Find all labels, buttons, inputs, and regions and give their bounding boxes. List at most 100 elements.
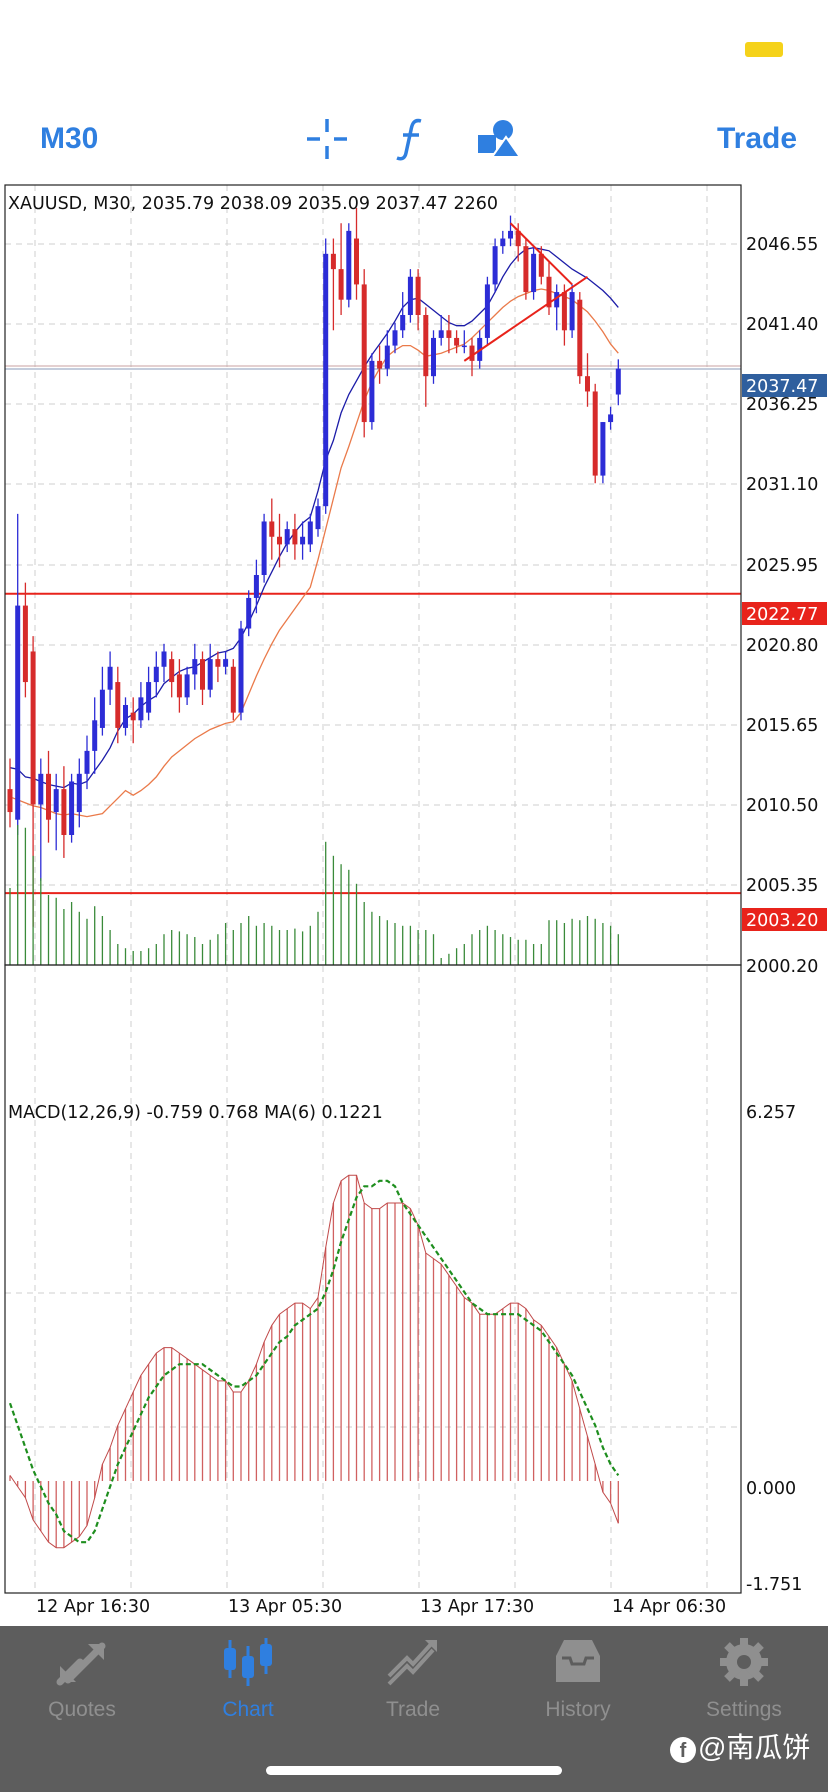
objects-icon[interactable]	[474, 115, 522, 163]
tab-quotes[interactable]: Quotes	[12, 1636, 152, 1721]
candle-body	[161, 651, 167, 667]
candle-body	[446, 330, 452, 338]
crosshair-icon[interactable]	[303, 115, 351, 163]
tab-quotes-label: Quotes	[48, 1698, 116, 1721]
candle-body	[123, 705, 128, 728]
candle-body	[246, 597, 252, 629]
tab-trade[interactable]: Trade	[343, 1636, 483, 1721]
candle-body	[230, 666, 236, 713]
candle-body	[138, 697, 144, 721]
candle-body	[330, 253, 336, 270]
candle-body	[538, 253, 544, 277]
candle-body	[546, 276, 552, 308]
candle-body	[492, 246, 498, 285]
quotes-icon	[56, 1642, 106, 1686]
level-tag-lower	[742, 908, 827, 931]
candle-body	[176, 674, 182, 698]
chart-toolbar	[0, 100, 828, 182]
price-tick: 2005.35	[746, 876, 818, 896]
candle-body	[423, 315, 429, 377]
home-indicator	[266, 1766, 562, 1775]
time-tick: 14 Apr 06:30	[612, 1597, 726, 1617]
candle-body	[454, 337, 460, 346]
time-tick: 13 Apr 17:30	[420, 1597, 534, 1617]
tab-bar	[0, 1626, 828, 1792]
trendlines	[463, 222, 589, 362]
price-chart[interactable]: XAUUSD, M30, 2035.79 2038.09 2035.09 203…	[0, 180, 828, 1626]
candle-body	[30, 651, 36, 805]
trendline	[463, 275, 589, 362]
trade-icon	[387, 1640, 437, 1686]
main-pane-frame	[4, 184, 742, 966]
macd-pane-frame	[4, 964, 742, 1594]
moving-averages	[9, 247, 619, 818]
candle-body	[277, 536, 282, 545]
settings-icon	[720, 1638, 768, 1686]
candle-body	[99, 689, 105, 728]
candle-body	[600, 422, 606, 476]
macd-signal-line	[8, 1179, 620, 1544]
macd-info: MACD(12,26,9) -0.759 0.768 MA(6) 0.1221	[8, 1103, 383, 1123]
candle-body	[369, 360, 375, 423]
candlesticks	[7, 207, 621, 927]
macd-indicator	[8, 1174, 620, 1549]
status-bar	[0, 0, 828, 100]
candle-body	[523, 246, 529, 293]
candle-body	[284, 529, 290, 545]
candle-body	[184, 674, 190, 698]
macd-tick: 6.257	[746, 1103, 796, 1123]
candle-body	[207, 659, 213, 690]
price-tick: 2000.20	[746, 957, 818, 977]
weibo-icon: f	[670, 1736, 696, 1763]
trade-button[interactable]: Trade	[717, 122, 798, 155]
price-tick: 2025.95	[746, 556, 818, 576]
price-tick: 2010.50	[746, 796, 818, 816]
candle-body	[615, 368, 621, 395]
candle-body	[15, 605, 21, 820]
candle-body	[7, 789, 13, 813]
battery-icon	[745, 42, 783, 57]
current-price-label: 2037.47	[746, 377, 818, 397]
timeframe-button[interactable]: M30	[40, 122, 99, 155]
candle-body	[300, 536, 306, 545]
macd-tick: 0.000	[746, 1479, 796, 1499]
candle-body	[261, 521, 267, 575]
tab-settings[interactable]: Settings	[674, 1636, 814, 1721]
axis-labels: XAUUSD, M30, 2035.79 2038.09 2035.09 203…	[8, 194, 827, 1617]
price-tick: 2015.65	[746, 716, 818, 736]
candle-body	[500, 238, 506, 247]
candle-body	[53, 789, 59, 813]
watermark-text: @南瓜饼	[698, 1732, 811, 1763]
candle-body	[69, 781, 75, 835]
candle-body	[253, 575, 259, 598]
candle-body	[508, 230, 513, 239]
time-tick: 12 Apr 16:30	[36, 1597, 150, 1617]
candle-body	[292, 529, 298, 545]
trendline	[509, 222, 573, 286]
horizontal-levels	[5, 365, 741, 895]
candle-body	[346, 230, 352, 300]
function-icon[interactable]	[388, 115, 436, 163]
candle-body	[84, 750, 90, 774]
level-label-lower: 2003.20	[746, 911, 818, 931]
candle-body	[130, 712, 136, 721]
candle-body	[431, 337, 436, 377]
candle-body	[46, 773, 51, 820]
candle-body	[338, 269, 344, 300]
candle-body	[377, 360, 383, 369]
candle-body	[115, 682, 121, 728]
tab-chart[interactable]: Chart	[178, 1636, 318, 1721]
symbol-info: XAUUSD, M30, 2035.79 2038.09 2035.09 203…	[8, 194, 498, 214]
candle-body	[561, 292, 567, 331]
tab-history[interactable]: History	[508, 1636, 648, 1721]
candle-body	[38, 773, 44, 805]
macd-main-line	[9, 1174, 619, 1549]
candle-body	[192, 659, 198, 675]
candle-body	[169, 659, 175, 683]
history-icon	[556, 1640, 600, 1682]
candle-body	[323, 253, 329, 507]
macd-tick: -1.751	[746, 1575, 802, 1595]
level-tag-upper	[742, 602, 827, 625]
tab-chart-label: Chart	[222, 1698, 274, 1721]
candle-body	[22, 605, 28, 683]
